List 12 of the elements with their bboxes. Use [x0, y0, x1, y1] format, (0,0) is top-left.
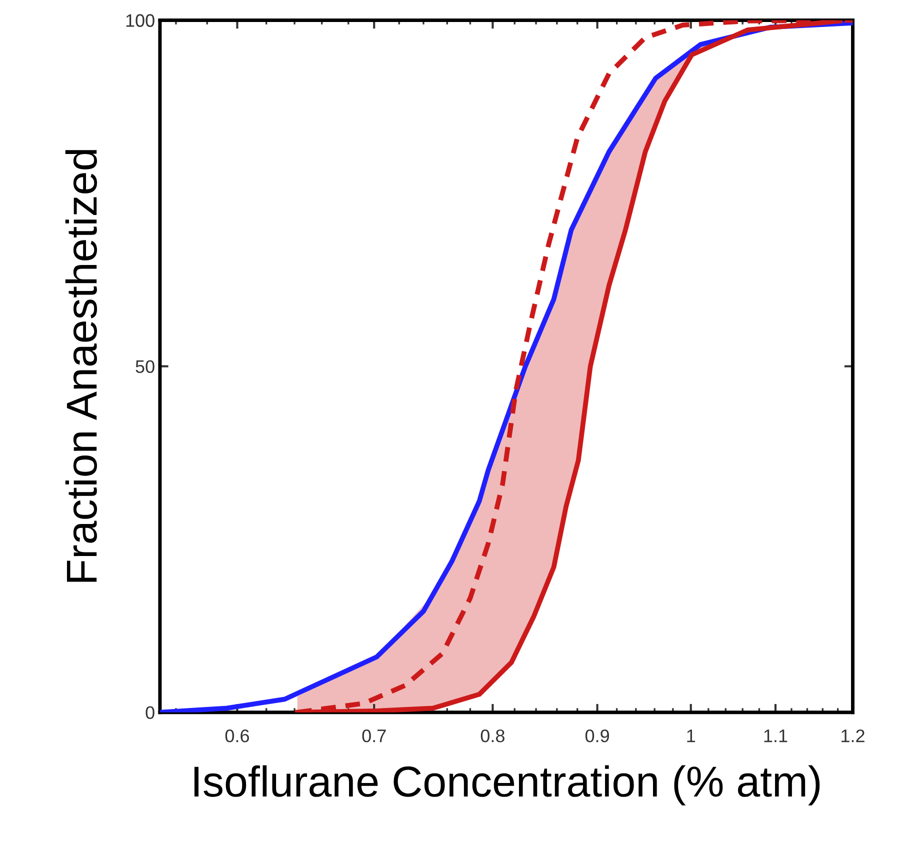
- x-tick-label: 0.6: [225, 729, 249, 742]
- x-tick-label: 0.9: [585, 729, 609, 742]
- y-axis-title: Fraction Anaesthetized: [65, 150, 98, 582]
- x-tick-label: 0.7: [362, 729, 386, 742]
- x-tick-label: 1.1: [764, 730, 788, 742]
- x-tick-label: 1.2: [842, 729, 864, 742]
- y-tick-label: 50: [136, 360, 154, 374]
- x-tick-label: 1: [687, 730, 695, 742]
- x-axis-title: Isoflurane Concentration (% atm): [194, 765, 820, 806]
- y-tick-label: 0: [146, 706, 154, 720]
- y-tick-label: 100: [126, 14, 154, 27]
- x-tick-label: 0.8: [480, 729, 504, 742]
